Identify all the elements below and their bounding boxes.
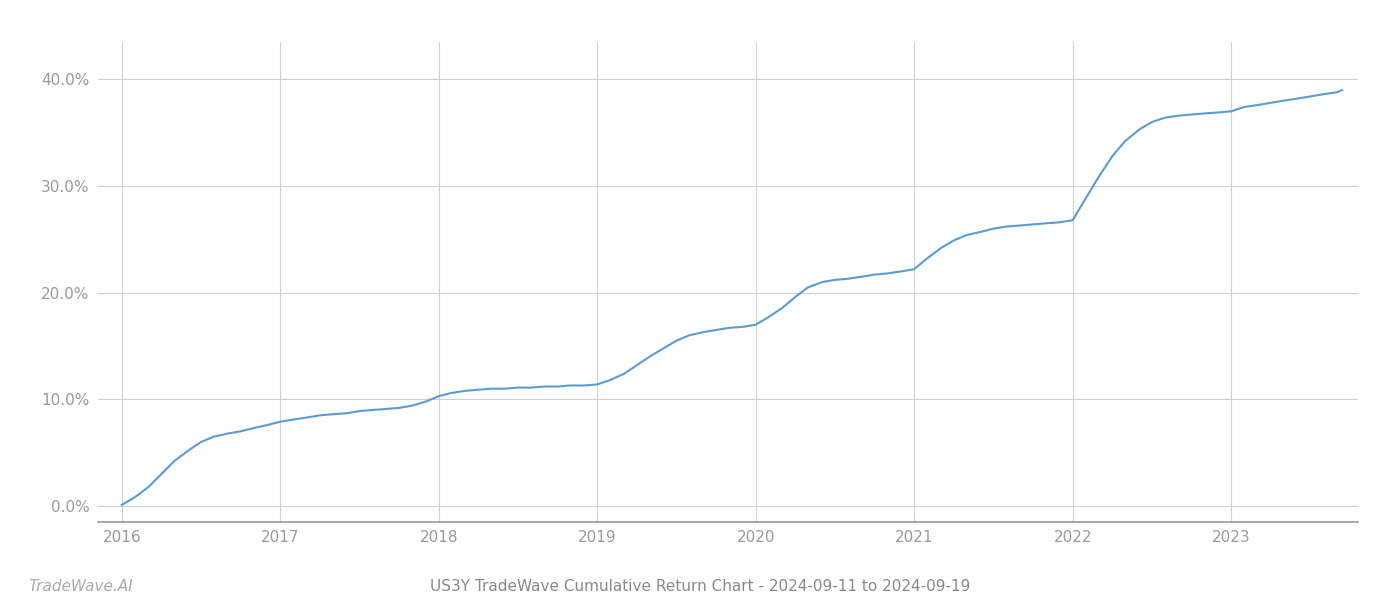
Text: TradeWave.AI: TradeWave.AI bbox=[28, 579, 133, 594]
Text: US3Y TradeWave Cumulative Return Chart - 2024-09-11 to 2024-09-19: US3Y TradeWave Cumulative Return Chart -… bbox=[430, 579, 970, 594]
